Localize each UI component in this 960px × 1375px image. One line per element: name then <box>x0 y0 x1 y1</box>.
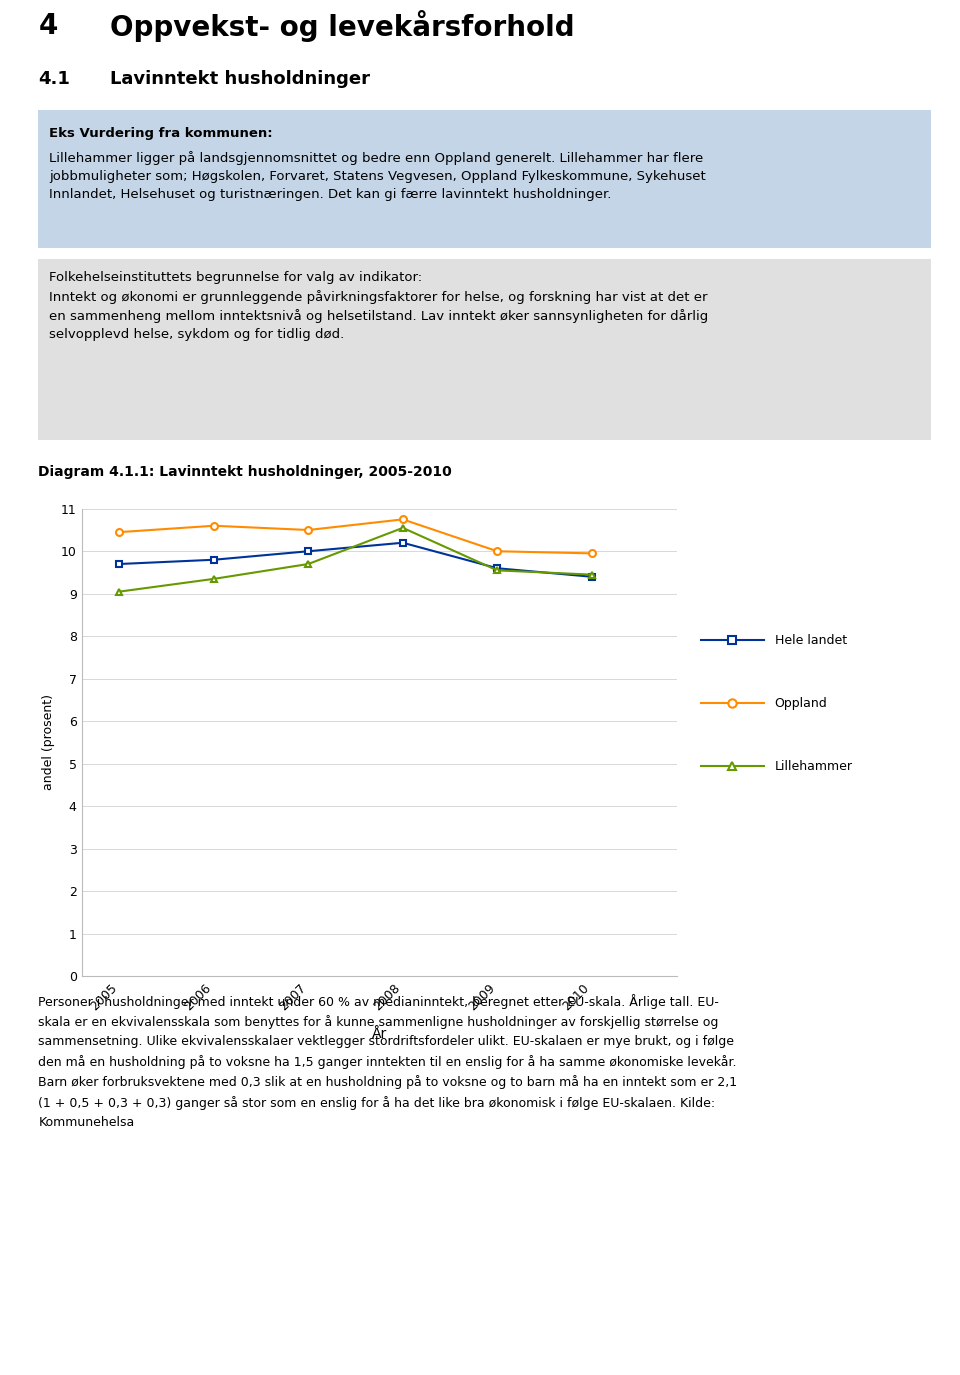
Text: 4: 4 <box>38 12 58 40</box>
Text: Folkehelseinstituttets begrunnelse for valg av indikator:
Inntekt og økonomi er : Folkehelseinstituttets begrunnelse for v… <box>49 271 708 341</box>
Text: Eks Vurdering fra kommunen:: Eks Vurdering fra kommunen: <box>49 126 273 139</box>
Text: Hele landet: Hele landet <box>775 634 847 646</box>
Text: Lavinntekt husholdninger: Lavinntekt husholdninger <box>110 70 371 88</box>
Text: Oppland: Oppland <box>775 697 828 710</box>
Text: Lillehammer: Lillehammer <box>775 760 852 773</box>
Text: Personer i husholdninger med inntekt under 60 % av medianinntekt, beregnet etter: Personer i husholdninger med inntekt und… <box>38 994 737 1129</box>
Text: Oppvekst- og levekårsforhold: Oppvekst- og levekårsforhold <box>110 11 575 43</box>
X-axis label: År: År <box>372 1027 387 1041</box>
Text: 4.1: 4.1 <box>38 70 70 88</box>
Text: Diagram 4.1.1: Lavinntekt husholdninger, 2005-2010: Diagram 4.1.1: Lavinntekt husholdninger,… <box>38 465 452 478</box>
Text: Lillehammer ligger på landsgjennomsnittet og bedre enn Oppland generelt. Lilleha: Lillehammer ligger på landsgjennomsnitte… <box>49 151 706 201</box>
Y-axis label: andel (prosent): andel (prosent) <box>42 694 56 791</box>
